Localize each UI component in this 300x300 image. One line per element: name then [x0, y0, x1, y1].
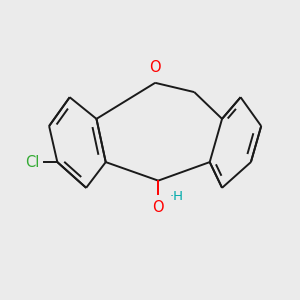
Text: O: O — [149, 60, 161, 75]
Text: O: O — [152, 200, 164, 215]
Text: ·H: ·H — [169, 190, 184, 203]
Text: Cl: Cl — [25, 154, 39, 169]
